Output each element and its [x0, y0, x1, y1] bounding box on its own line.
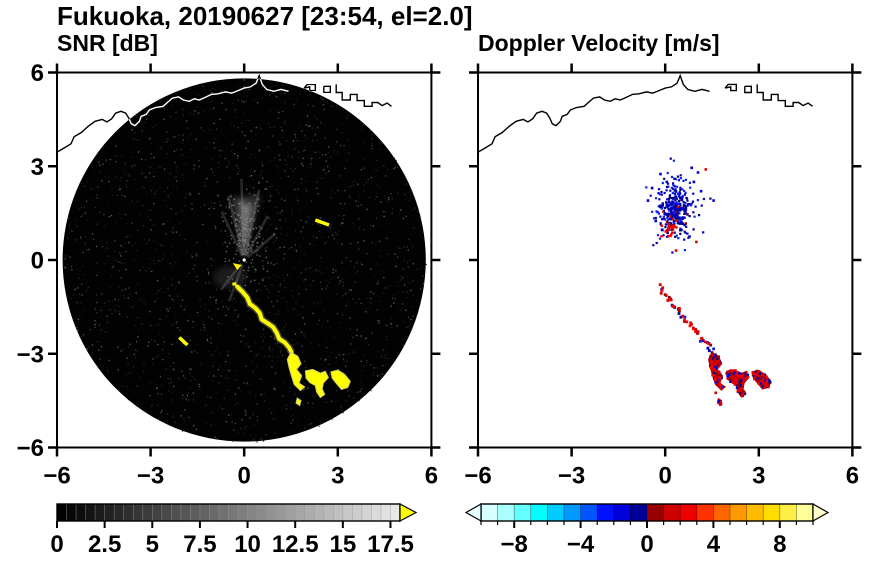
y-tick-label: 6	[31, 60, 44, 87]
y-tick-label: 0	[31, 248, 44, 275]
coastline	[323, 85, 331, 94]
snr-axes: −6−6 −3 −3 0 0 3 3 6 6	[17, 60, 441, 490]
y-tick-label: −6	[17, 435, 44, 462]
snr-colorbar-label: 2.5	[88, 531, 121, 558]
radar-site-speck	[232, 282, 237, 286]
echo-blob	[304, 368, 329, 399]
snr-colorbar-label: 17.5	[367, 531, 414, 558]
coastline	[744, 85, 752, 94]
plot-frame	[477, 71, 854, 449]
snr-colorbar-label: 7.5	[183, 531, 216, 558]
coastline	[323, 85, 331, 94]
snr-colorbar-label: 0	[50, 531, 63, 558]
velocity-points	[652, 157, 772, 406]
vel-colorbar-label: −4	[567, 531, 595, 558]
vel-colorbar-label: 8	[773, 531, 786, 558]
snr-colorbar: 0 2.5 5 7.5 10 12.5 15 17.5	[50, 503, 418, 558]
x-tick-label: 6	[425, 463, 438, 490]
snr-over-arrow	[399, 503, 418, 522]
figure-title: Fukuoka, 20190627 [23:54, el=2.0]	[57, 1, 473, 31]
vel-panel-title: Doppler Velocity [m/s]	[478, 30, 720, 56]
coastline	[303, 83, 316, 92]
coastline	[56, 73, 289, 153]
coastline	[335, 84, 392, 107]
x-tick-label: 3	[331, 463, 344, 490]
coastline	[477, 73, 710, 153]
vel-colorbar-label: −8	[501, 531, 528, 558]
x-tick-label: 0	[238, 463, 251, 490]
x-tick-label: −6	[43, 463, 70, 490]
vel-colorbar: −8 −4 0 4 8	[464, 502, 830, 558]
echo-dash	[178, 336, 189, 347]
snr-panel-title: SNR [dB]	[57, 30, 158, 56]
x-tick-label: 3	[752, 463, 765, 490]
snr-colorbar-label: 5	[146, 531, 159, 558]
x-tick-label: 0	[659, 463, 672, 490]
coastline	[756, 84, 813, 107]
snr-colorbar-label: 10	[234, 531, 261, 558]
snr-colorbar-label: 15	[329, 531, 356, 558]
x-tick-label: −6	[464, 463, 491, 490]
vel-plot-area	[477, 73, 813, 407]
y-tick-label: 3	[31, 154, 44, 181]
x-tick-label: 6	[846, 463, 859, 490]
radar-origin-dot	[242, 258, 246, 262]
vel-colorbar-label: 0	[640, 531, 653, 558]
echo-dash	[314, 218, 330, 227]
x-tick-label: −3	[137, 463, 164, 490]
velocity-points	[645, 159, 771, 406]
snr-colorbar-label: 12.5	[272, 531, 319, 558]
x-tick-label: −3	[558, 463, 585, 490]
coastline	[724, 83, 737, 92]
echo-streak	[235, 284, 294, 355]
echo-blob	[295, 397, 302, 407]
echo-blob	[330, 369, 351, 390]
center-clutter	[213, 155, 278, 308]
y-tick-label: −3	[17, 341, 44, 368]
radar-site-marker	[232, 263, 242, 270]
snr-plot-area	[56, 73, 427, 443]
echo-blob	[286, 351, 306, 392]
vel-under-arrow	[464, 502, 482, 523]
vel-axes: −6 −3 0 3 6	[464, 63, 862, 490]
vel-over-arrow	[812, 502, 830, 523]
vel-colorbar-label: 4	[707, 531, 721, 558]
